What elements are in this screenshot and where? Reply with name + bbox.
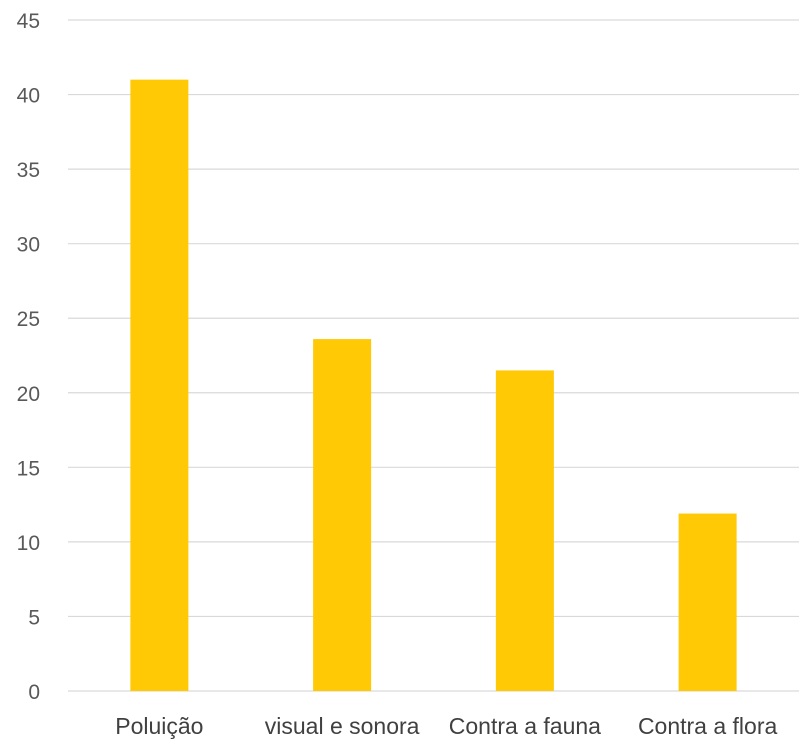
bars: [130, 79, 737, 691]
y-tick-label: 10: [17, 532, 40, 555]
y-tick-label: 35: [17, 159, 40, 182]
x-axis-category-labels: Poluição visual e sonora Contra a fauna Con…: [115, 713, 777, 739]
gridlines: [68, 19, 799, 692]
y-axis-tick-labels: 0 5 10 15 20 25 30 35 40 45: [17, 10, 40, 704]
x-category-label: Poluição: [115, 713, 203, 739]
x-category-label: visual e sonora: [265, 713, 420, 739]
y-tick-label: 45: [17, 10, 40, 33]
y-tick-label: 0: [28, 681, 40, 704]
y-tick-label: 20: [17, 383, 40, 406]
bar: [678, 513, 737, 691]
bar: [130, 79, 189, 691]
y-tick-label: 5: [28, 606, 40, 629]
bar: [313, 339, 372, 691]
x-category-label: Contra a fauna: [449, 713, 601, 739]
y-tick-label: 25: [17, 308, 40, 331]
y-tick-label: 15: [17, 457, 40, 480]
y-tick-label: 40: [17, 85, 40, 108]
bar: [495, 370, 554, 691]
x-category-label: Contra a flora: [638, 713, 778, 739]
y-tick-label: 30: [17, 234, 40, 257]
